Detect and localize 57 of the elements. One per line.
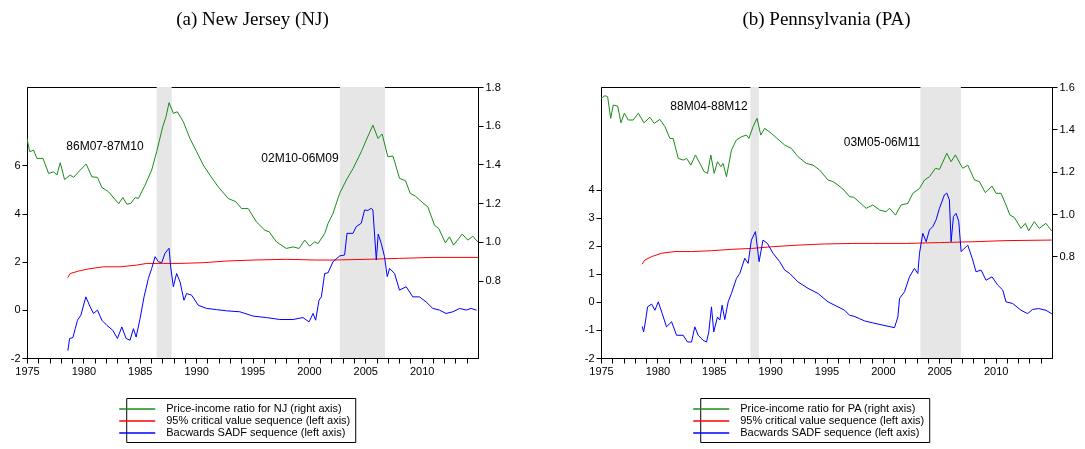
annotation: 86M07-87M10 bbox=[66, 139, 145, 153]
y-tick-label: 0 bbox=[588, 295, 595, 308]
x-tick-label: 1995 bbox=[814, 364, 840, 377]
x-tick-label: 2010 bbox=[409, 364, 435, 377]
y-tick-label: 2 bbox=[14, 255, 21, 268]
y2-tick-label: 1.4 bbox=[1059, 122, 1075, 135]
annotation: 02M10-06M09 bbox=[261, 151, 340, 165]
line-series bbox=[641, 192, 1052, 343]
legend-label: Price-income ratio for NJ (right axis) bbox=[166, 402, 342, 414]
y2-tick-label: 1.8 bbox=[485, 80, 501, 93]
line-series bbox=[67, 207, 477, 351]
y-tick-label: -2 bbox=[584, 351, 595, 364]
y-tick-label: 1 bbox=[588, 267, 595, 280]
x-tick-label: 2000 bbox=[297, 364, 322, 377]
line-series bbox=[67, 256, 478, 278]
line-series bbox=[641, 239, 1052, 265]
y-tick-label: 3 bbox=[588, 211, 595, 224]
y-tick-label: 2 bbox=[588, 239, 595, 252]
legend-label: Bacwards SADF sequence (left axis) bbox=[740, 426, 920, 438]
x-tick-label: 1985 bbox=[702, 364, 727, 377]
x-tick-label: 1990 bbox=[758, 364, 783, 377]
y2-tick-label: 1.6 bbox=[1059, 80, 1075, 93]
y2-tick-label: 1.4 bbox=[485, 157, 501, 170]
x-tick-label: 2010 bbox=[983, 364, 1009, 377]
x-tick-label: 2000 bbox=[871, 364, 896, 377]
y2-tick-label: 0.8 bbox=[485, 274, 501, 287]
annotation: 88M04-88M12 bbox=[670, 99, 749, 113]
y2-tick-label: 1.2 bbox=[485, 196, 501, 209]
x-tick-label: 2005 bbox=[353, 364, 378, 377]
chart-title: (b) Pennsylvania (PA) bbox=[742, 8, 911, 30]
x-tick-label: 1980 bbox=[71, 364, 97, 377]
x-tick-label: 1975 bbox=[589, 364, 614, 377]
x-tick-label: 1975 bbox=[15, 364, 40, 377]
x-tick-label: 1980 bbox=[645, 364, 671, 377]
legend-label: 95% critical value sequence (left axis) bbox=[166, 414, 351, 426]
y-tick-label: -2 bbox=[10, 351, 21, 364]
y-tick-label: -1 bbox=[584, 323, 595, 336]
x-tick-label: 2005 bbox=[927, 364, 952, 377]
y2-tick-label: 0.8 bbox=[1059, 249, 1075, 262]
chart-title: (a) New Jersey (NJ) bbox=[176, 8, 329, 30]
legend-label: Bacwards SADF sequence (left axis) bbox=[166, 426, 346, 438]
annotation: 03M05-06M11 bbox=[843, 135, 921, 149]
y-tick-label: 6 bbox=[14, 158, 21, 171]
y-tick-label: 0 bbox=[14, 303, 21, 316]
line-series bbox=[601, 95, 1052, 232]
y-tick-label: 4 bbox=[14, 207, 21, 220]
legend-label: 95% critical value sequence (left axis) bbox=[740, 414, 925, 426]
y2-tick-label: 1.6 bbox=[485, 119, 501, 132]
y-tick-label: 4 bbox=[588, 183, 595, 195]
x-tick-label: 1995 bbox=[240, 364, 266, 377]
line-series bbox=[27, 102, 478, 249]
y2-tick-label: 1.0 bbox=[485, 235, 501, 248]
x-tick-label: 1985 bbox=[128, 364, 153, 377]
y2-tick-label: 1.2 bbox=[1059, 165, 1075, 178]
legend-label: Price-income ratio for PA (right axis) bbox=[740, 402, 916, 414]
x-tick-label: 1990 bbox=[184, 364, 209, 377]
y2-tick-label: 1.0 bbox=[1059, 207, 1075, 220]
